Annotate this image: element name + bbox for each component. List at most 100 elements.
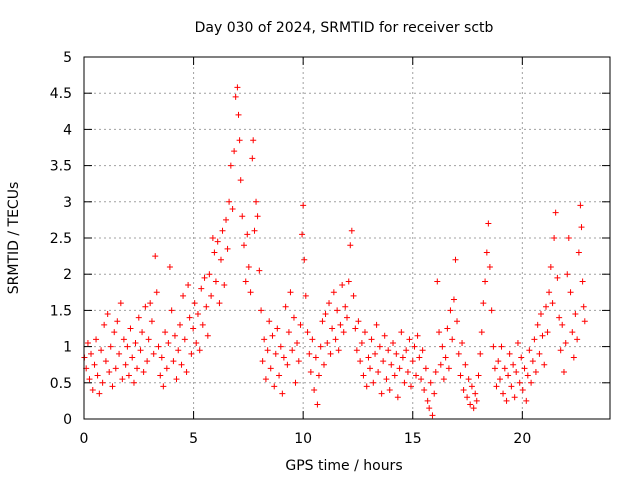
data-point	[111, 329, 118, 336]
data-point	[302, 292, 309, 299]
data-point	[170, 358, 177, 365]
data-point	[264, 347, 271, 354]
data-point	[106, 368, 113, 375]
data-point	[467, 401, 474, 408]
data-point	[114, 318, 121, 325]
data-point	[171, 332, 178, 339]
data-point	[224, 245, 231, 252]
data-point	[262, 376, 269, 383]
y-tick-label: 1.5	[50, 303, 72, 319]
data-point	[162, 329, 169, 336]
data-point	[204, 332, 211, 339]
data-point	[353, 347, 360, 354]
data-point	[358, 339, 365, 346]
data-point	[139, 329, 146, 336]
data-point	[191, 300, 198, 307]
data-point	[534, 321, 541, 328]
data-point	[216, 300, 223, 307]
data-point	[294, 339, 301, 346]
data-point	[526, 347, 533, 354]
data-point	[130, 379, 137, 386]
data-point	[528, 379, 535, 386]
data-point	[357, 358, 364, 365]
data-point	[150, 350, 157, 357]
data-point	[289, 347, 296, 354]
data-point	[239, 213, 246, 220]
data-point	[176, 321, 183, 328]
data-point	[427, 379, 434, 386]
data-point	[557, 347, 564, 354]
data-point	[478, 329, 485, 336]
data-point	[559, 321, 566, 328]
data-point	[464, 394, 471, 401]
y-tick-label: 3.5	[50, 159, 72, 175]
data-point	[211, 249, 218, 256]
data-point	[432, 368, 439, 375]
data-point	[547, 263, 554, 270]
chart-title: Day 030 of 2024, SRMTID for receiver sct…	[195, 20, 494, 36]
data-point	[431, 390, 438, 397]
y-tick-label: 2	[63, 267, 72, 283]
data-point	[284, 361, 291, 368]
data-point	[190, 325, 197, 332]
data-point	[386, 387, 393, 394]
data-point	[102, 358, 109, 365]
data-point	[119, 376, 126, 383]
data-point	[127, 325, 134, 332]
data-point	[137, 347, 144, 354]
data-point	[403, 347, 410, 354]
data-point	[173, 376, 180, 383]
data-point	[572, 311, 579, 318]
data-point	[134, 365, 141, 372]
data-point	[556, 314, 563, 321]
data-point	[570, 354, 577, 361]
data-point	[329, 325, 336, 332]
data-point	[516, 379, 523, 386]
data-point	[347, 242, 354, 249]
y-tick-label: 4	[63, 122, 72, 138]
data-point	[552, 209, 559, 216]
data-point	[279, 390, 286, 397]
y-tick-label: 0.5	[50, 376, 72, 392]
data-point	[475, 372, 482, 379]
data-point	[319, 318, 326, 325]
data-point	[188, 350, 195, 357]
data-point	[232, 93, 239, 100]
x-tick-label: 5	[189, 431, 198, 447]
data-point	[295, 358, 302, 365]
data-point	[250, 137, 257, 144]
data-point	[398, 329, 405, 336]
data-point	[370, 379, 377, 386]
data-point	[236, 137, 243, 144]
data-point	[315, 372, 322, 379]
data-point	[301, 256, 308, 263]
data-point	[539, 332, 546, 339]
y-tick-label: 5	[63, 50, 72, 66]
data-point	[418, 376, 425, 383]
data-point	[183, 368, 190, 375]
data-point	[258, 307, 265, 314]
data-point	[498, 343, 505, 350]
data-point	[419, 347, 426, 354]
data-point	[459, 339, 466, 346]
data-point	[436, 329, 443, 336]
data-point	[266, 318, 273, 325]
data-point	[155, 343, 162, 350]
data-point	[569, 329, 576, 336]
data-point	[272, 350, 279, 357]
data-point	[445, 365, 452, 372]
data-point	[223, 216, 230, 223]
data-point	[112, 365, 119, 372]
data-point	[98, 347, 105, 354]
data-point	[578, 224, 585, 231]
data-point	[409, 358, 416, 365]
data-point	[544, 329, 551, 336]
data-point	[564, 271, 571, 278]
data-point	[299, 231, 306, 238]
data-point	[153, 289, 160, 296]
data-point	[194, 311, 201, 318]
data-point	[551, 235, 558, 241]
data-point	[152, 253, 159, 260]
data-point	[208, 292, 215, 299]
data-point	[277, 343, 284, 350]
